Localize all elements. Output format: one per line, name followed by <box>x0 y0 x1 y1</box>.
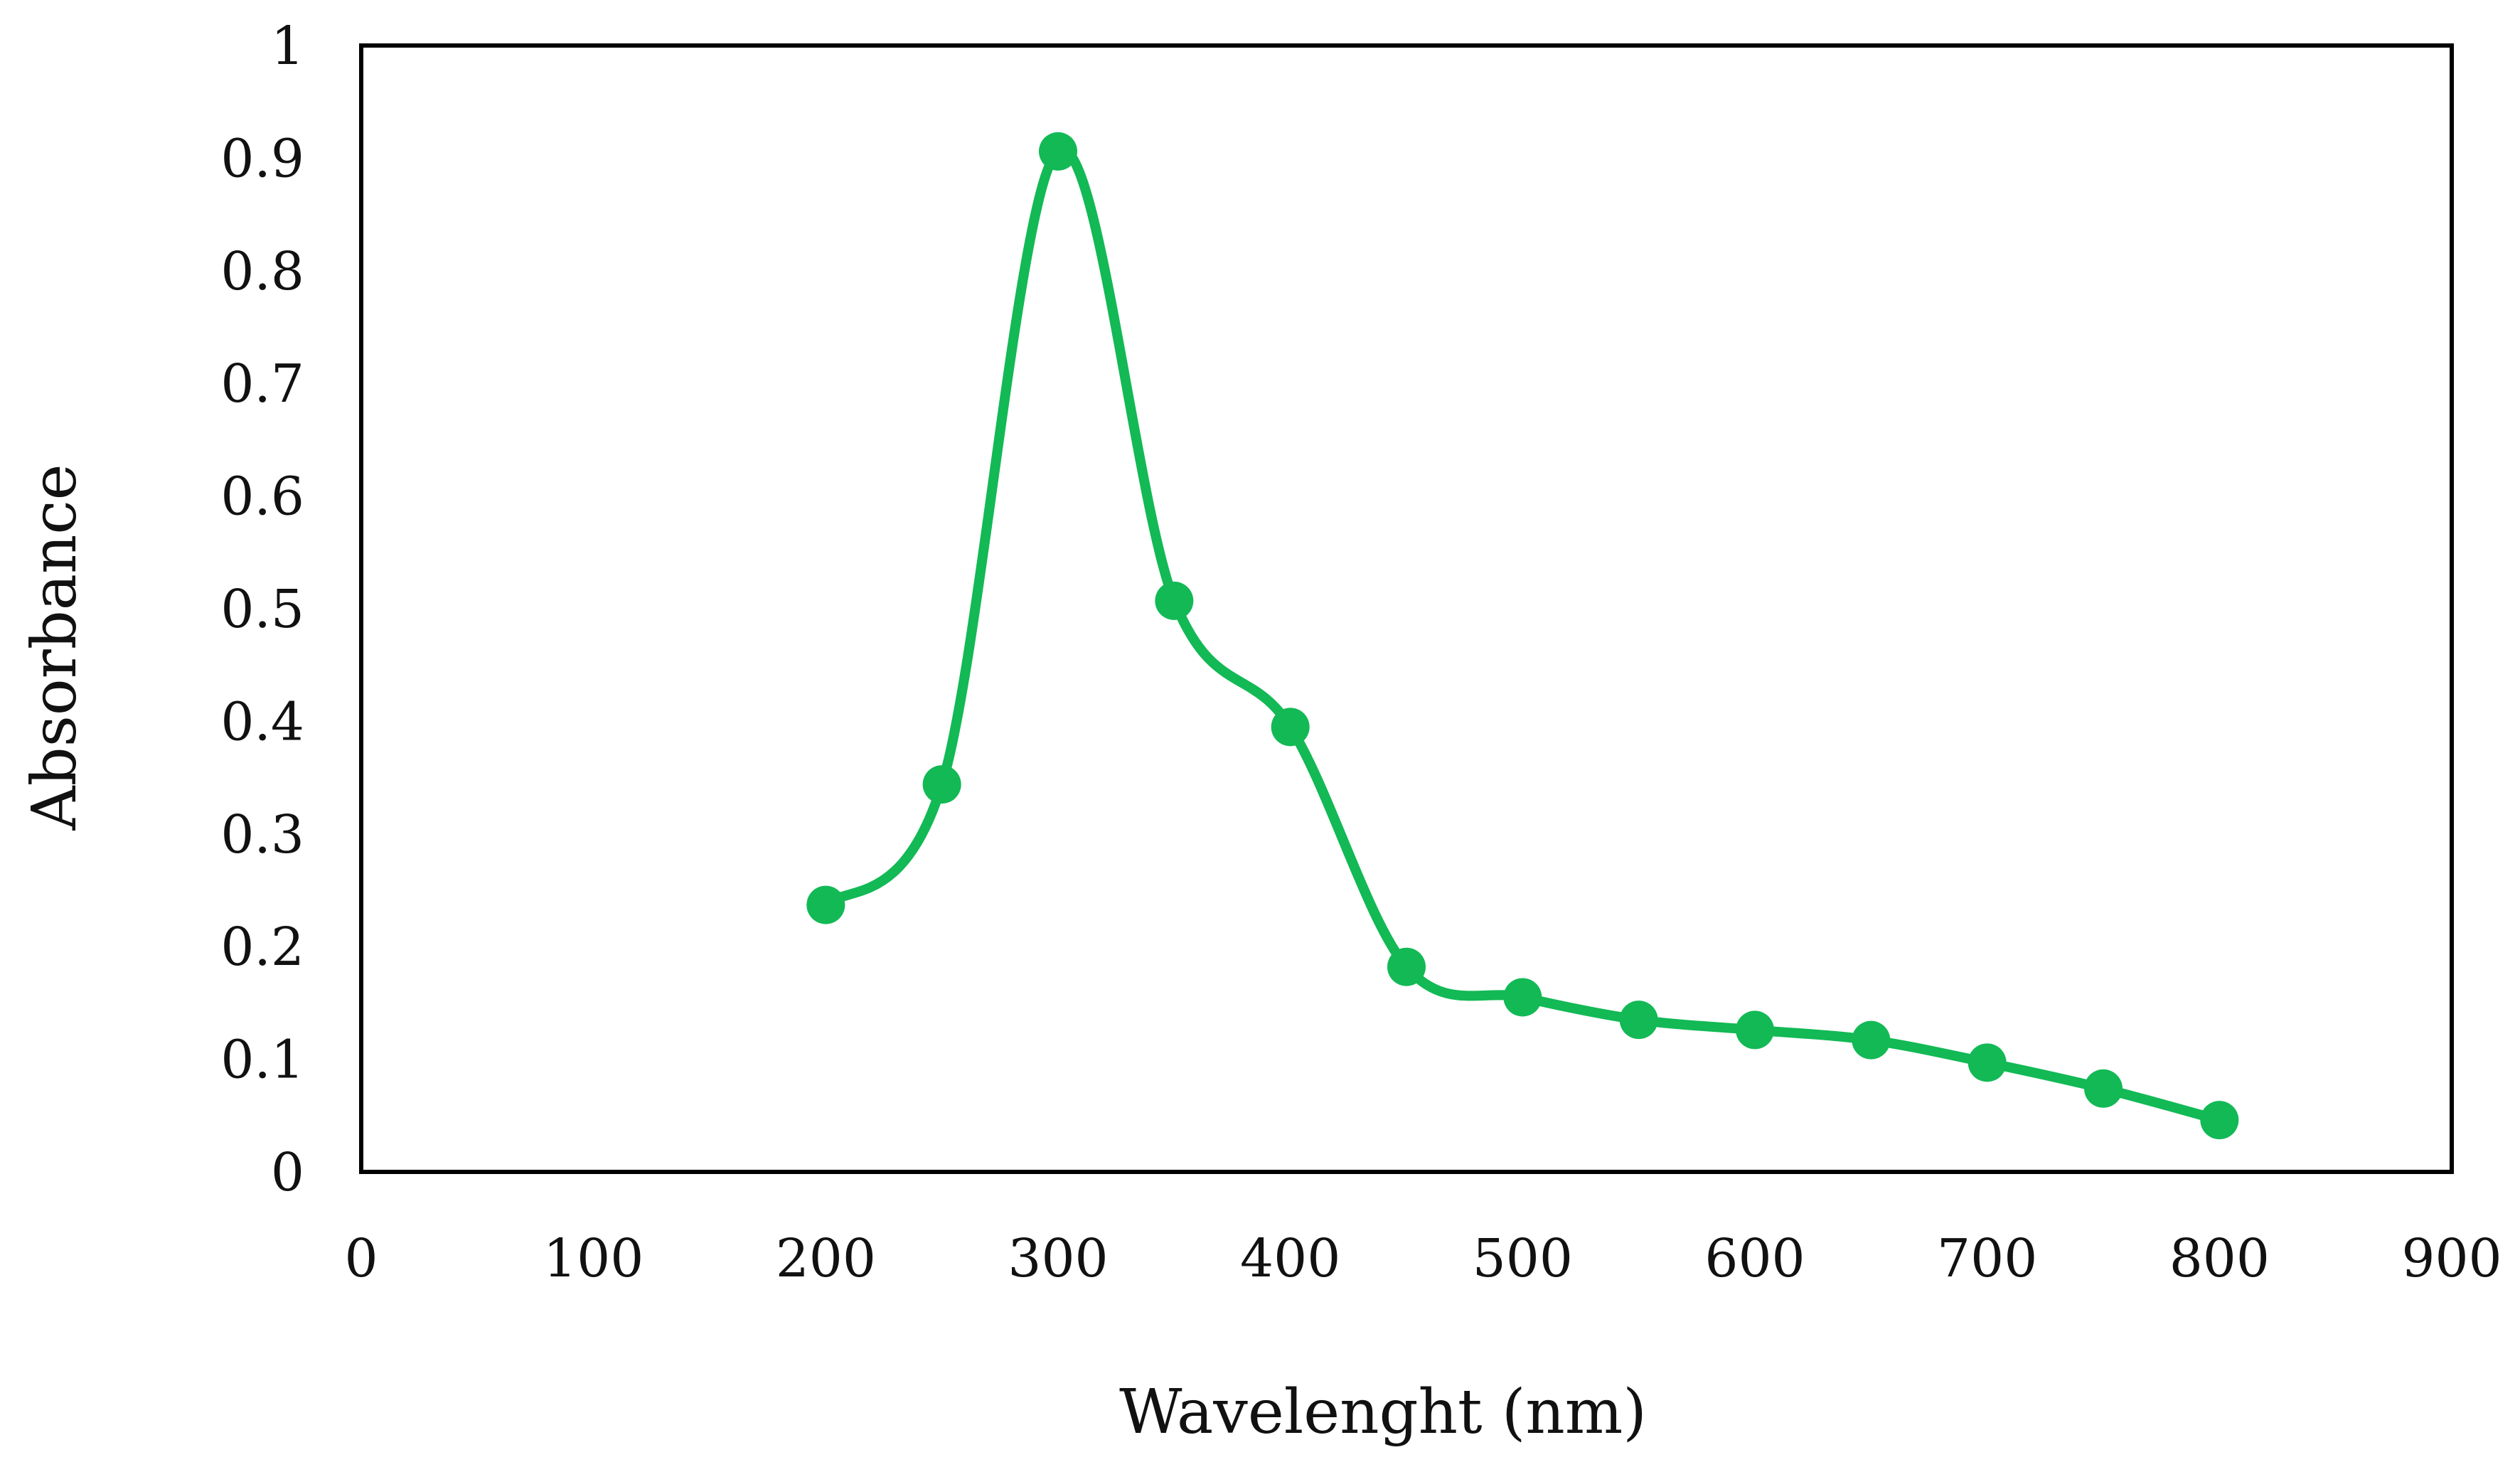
data-point <box>1968 1043 2007 1082</box>
series-layer <box>806 132 2239 1140</box>
data-point <box>1619 1001 1658 1040</box>
x-tick-label: 600 <box>1704 1228 1805 1289</box>
x-tick-label: 300 <box>1008 1228 1108 1289</box>
data-point <box>1387 947 1426 986</box>
data-point <box>1503 978 1542 1017</box>
y-tick-label: 0.1 <box>220 1030 304 1091</box>
y-tick-label: 0.2 <box>220 917 304 978</box>
x-tick-label: 900 <box>2401 1228 2502 1289</box>
x-axis-tick-labels: 0 100 200 300 400 500 600 700 800 900 <box>344 1228 2502 1289</box>
data-point <box>1271 708 1310 747</box>
series-line <box>821 144 2225 1126</box>
x-axis-title: Wavelenght (nm) <box>1119 1377 1647 1448</box>
y-tick-label: 0.9 <box>220 128 304 189</box>
y-tick-label: 0.5 <box>220 579 304 640</box>
data-point <box>922 765 961 804</box>
data-point <box>806 885 845 924</box>
x-tick-label: 800 <box>2169 1228 2270 1289</box>
data-point <box>2200 1101 2239 1140</box>
y-tick-label: 0.6 <box>220 466 304 528</box>
y-axis-title: Absorbance <box>19 464 90 831</box>
data-point <box>1039 132 1077 171</box>
x-tick-label: 500 <box>1473 1228 1573 1289</box>
y-tick-label: 1 <box>271 16 304 77</box>
data-point <box>1155 581 1194 620</box>
y-tick-label: 0.4 <box>220 691 304 752</box>
data-point <box>1852 1020 1891 1060</box>
x-tick-label: 400 <box>1240 1228 1340 1289</box>
y-axis-tick-labels: 0 0.1 0.2 0.3 0.4 0.5 0.6 0.7 0.8 0.9 1 <box>220 16 304 1203</box>
data-point <box>1736 1010 1774 1050</box>
x-tick-label: 200 <box>776 1228 876 1289</box>
plot-frame <box>359 43 2454 1174</box>
y-tick-label: 0 <box>271 1142 304 1203</box>
x-tick-label: 0 <box>344 1228 378 1289</box>
x-tick-label: 700 <box>1937 1228 2037 1289</box>
y-tick-label: 0.3 <box>220 804 304 865</box>
y-tick-label: 0.7 <box>220 353 304 415</box>
y-tick-label: 0.8 <box>220 241 304 302</box>
data-point <box>2084 1069 2123 1108</box>
x-tick-label: 100 <box>543 1228 644 1289</box>
